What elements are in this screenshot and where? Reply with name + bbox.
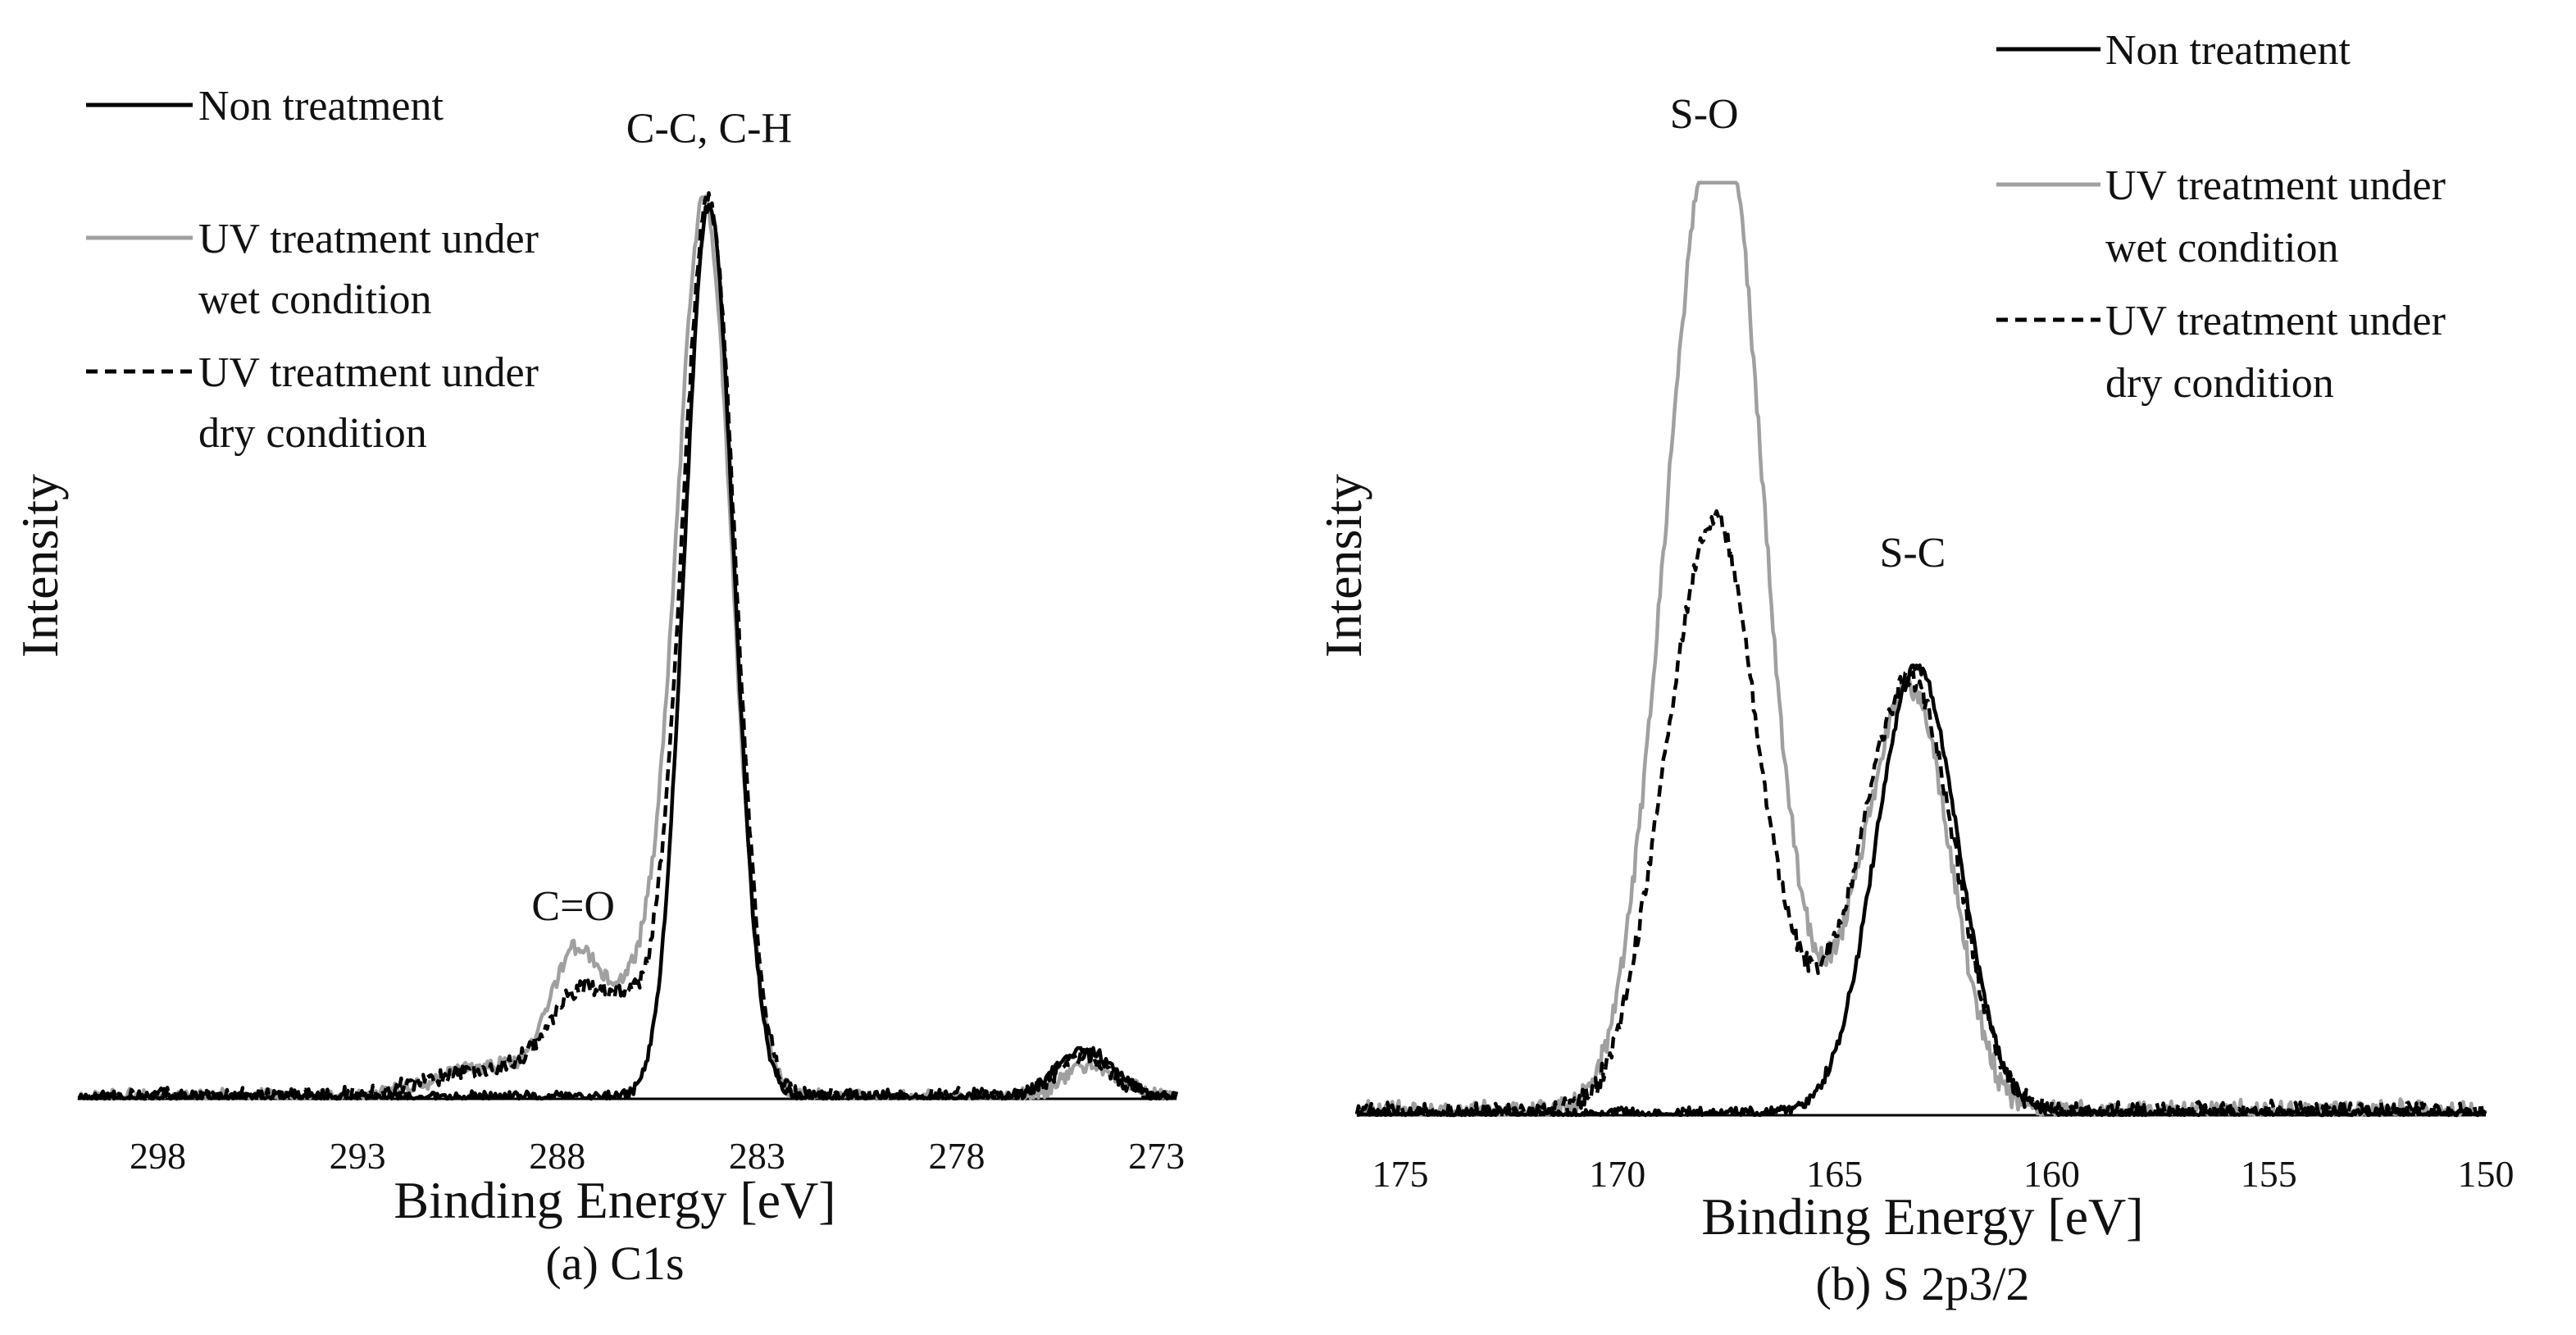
panel-b-legend: Non treatment UV treatment under wet con… [1996, 27, 2456, 407]
legend-b-dry-line2: dry condition [2105, 360, 2334, 407]
legend-a-wet-line2: wet condition [198, 276, 432, 323]
series-line-dry [1354, 509, 2488, 1118]
panel-s2p: Intensity 175 170 165 160 155 150 Binding Ene… [1314, 27, 2515, 1310]
legend-a-wet-label: UV treatment under wet condition [198, 216, 549, 323]
x-tick-label: 155 [2241, 1153, 2297, 1195]
x-tick-label: 278 [929, 1135, 985, 1177]
panel-a-annotations: C-C, C-H C=O [531, 106, 792, 930]
legend-a-wet-line1: UV treatment under [198, 216, 539, 262]
panel-a-ylabel: Intensity [11, 474, 69, 658]
legend-a-non-label: Non treatment [198, 83, 444, 130]
x-tick-label: 175 [1372, 1153, 1428, 1195]
panel-b-xlabel: Binding Energy [eV] [1701, 1187, 2143, 1246]
peak-annotation: S-O [1670, 91, 1739, 138]
panel-b-caption: (b) S 2p3/2 [1816, 1257, 2030, 1310]
series-line-non [77, 203, 1177, 1101]
panel-a-caption: (a) C1s [545, 1237, 684, 1290]
series-line-non [1356, 663, 2487, 1118]
legend-b-wet-line1: UV treatment under [2105, 162, 2446, 209]
panel-b-ticks: 175 170 165 160 155 150 [1372, 1153, 2514, 1195]
x-tick-label: 165 [1806, 1153, 1863, 1195]
x-tick-label: 273 [1128, 1135, 1185, 1177]
legend-b-wet-line2: wet condition [2105, 225, 2339, 271]
legend-a-dry-label: UV treatment under dry condition [198, 349, 549, 457]
x-tick-label: 170 [1589, 1153, 1645, 1195]
legend-b-dry-label: UV treatment under dry condition [2105, 298, 2456, 407]
panel-b-annotations: S-O S-C [1670, 91, 1946, 576]
x-tick-label: 293 [330, 1135, 386, 1177]
peak-annotation: C-C, C-H [626, 106, 792, 153]
legend-a-dry-line1: UV treatment under [198, 349, 539, 396]
x-tick-label: 298 [130, 1135, 186, 1177]
x-tick-label: 150 [2458, 1153, 2515, 1195]
peak-annotation: C=O [531, 883, 615, 930]
x-tick-label: 160 [2023, 1153, 2080, 1195]
peak-annotation: S-C [1879, 530, 1946, 576]
panel-c1s: Intensity 298 293 288 283 278 273 Binding Ene… [11, 83, 1185, 1290]
x-tick-label: 288 [529, 1135, 585, 1177]
panel-b-ylabel: Intensity [1314, 474, 1372, 658]
legend-b-wet-label: UV treatment under wet condition [2105, 162, 2456, 271]
legend-a-dry-line2: dry condition [198, 410, 427, 457]
panel-a-xlabel: Binding Energy [eV] [394, 1171, 835, 1229]
legend-b-dry-line1: UV treatment under [2105, 298, 2446, 344]
legend-b-non-label: Non treatment [2105, 27, 2351, 74]
series-line-wet [77, 194, 1177, 1101]
panel-a-curves [77, 191, 1179, 1101]
panel-b-curves [1354, 180, 2488, 1118]
panel-a-legend: Non treatment UV treatment under wet con… [86, 83, 549, 457]
panel-a-ticks: 298 293 288 283 278 273 [130, 1135, 1185, 1177]
x-tick-label: 283 [729, 1135, 785, 1177]
